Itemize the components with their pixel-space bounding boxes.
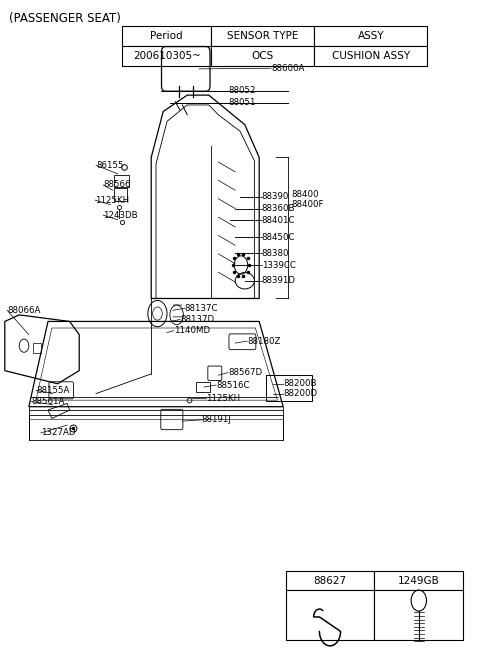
Text: 1125KH: 1125KH bbox=[95, 195, 129, 205]
Text: 88191J: 88191J bbox=[202, 415, 231, 424]
Text: 88380: 88380 bbox=[262, 249, 289, 258]
Bar bbox=[314, 26, 427, 46]
Text: CUSHION ASSY: CUSHION ASSY bbox=[332, 51, 410, 61]
Text: 88600A: 88600A bbox=[271, 64, 305, 73]
Bar bbox=[211, 46, 314, 66]
Text: 88401C: 88401C bbox=[262, 216, 295, 225]
Text: SENSOR TYPE: SENSOR TYPE bbox=[227, 31, 299, 41]
Bar bbox=[122, 46, 211, 66]
Text: ASSY: ASSY bbox=[358, 31, 384, 41]
Text: 88360B: 88360B bbox=[262, 204, 295, 213]
Text: 88400F: 88400F bbox=[292, 200, 324, 209]
Text: 88051: 88051 bbox=[228, 98, 255, 108]
Text: 88066A: 88066A bbox=[7, 306, 41, 315]
Text: 1249GB: 1249GB bbox=[398, 575, 440, 586]
Bar bbox=[286, 571, 374, 590]
Text: 88391D: 88391D bbox=[262, 276, 296, 285]
Text: 200610305~: 200610305~ bbox=[133, 51, 201, 61]
Text: 88390: 88390 bbox=[262, 192, 289, 201]
Text: 88627: 88627 bbox=[313, 575, 347, 586]
Bar bbox=[114, 188, 127, 201]
Text: 88137D: 88137D bbox=[180, 315, 214, 324]
Bar bbox=[266, 375, 312, 401]
Text: 88200D: 88200D bbox=[283, 389, 317, 398]
Text: 1125KH: 1125KH bbox=[206, 394, 240, 403]
Text: 1339CC: 1339CC bbox=[262, 260, 296, 270]
Bar bbox=[122, 26, 211, 46]
Bar bbox=[314, 46, 427, 66]
Text: (PASSENGER SEAT): (PASSENGER SEAT) bbox=[9, 12, 120, 25]
Text: 88450C: 88450C bbox=[262, 233, 295, 242]
Text: 88137C: 88137C bbox=[185, 304, 218, 313]
Text: 88566: 88566 bbox=[103, 180, 131, 190]
Bar bbox=[114, 175, 129, 187]
Bar bbox=[196, 382, 210, 392]
Text: 88516C: 88516C bbox=[216, 380, 250, 390]
Text: 1327AD: 1327AD bbox=[41, 428, 75, 438]
Text: 1243DB: 1243DB bbox=[103, 211, 138, 220]
Bar bbox=[374, 590, 463, 640]
Bar bbox=[33, 343, 41, 353]
Text: 88561A: 88561A bbox=[31, 397, 65, 406]
Text: 88200B: 88200B bbox=[283, 379, 317, 388]
Text: 1140MD: 1140MD bbox=[174, 326, 210, 335]
Bar bbox=[286, 590, 374, 640]
Text: 88180Z: 88180Z bbox=[247, 337, 281, 346]
Text: OCS: OCS bbox=[252, 51, 274, 61]
Text: 88155A: 88155A bbox=[36, 386, 70, 395]
Text: 88400: 88400 bbox=[292, 190, 319, 199]
Bar bbox=[374, 571, 463, 590]
Bar bbox=[211, 26, 314, 46]
Text: 86155: 86155 bbox=[96, 161, 123, 170]
Text: Period: Period bbox=[151, 31, 183, 41]
Text: 88052: 88052 bbox=[228, 86, 255, 95]
Text: 88567D: 88567D bbox=[228, 368, 262, 377]
